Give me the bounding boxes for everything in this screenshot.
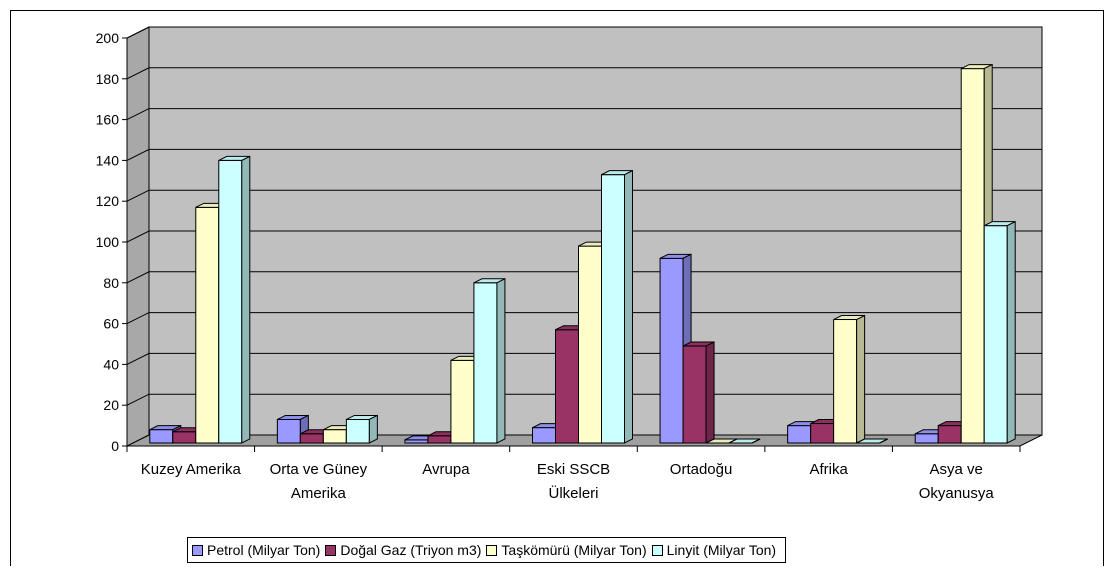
bar [833,319,858,444]
legend-item: Taşkömürü (Milyar Ton) [486,542,647,558]
y-tick-label: 40 [103,356,119,372]
x-category-label: Avrupa [422,461,470,478]
bar [555,329,579,444]
x-category-label: Okyanusya [919,485,995,502]
bar-side [856,314,866,444]
chart-legend: Petrol (Milyar Ton) Doğal Gaz (Triyon m3)… [187,537,787,563]
x-category-label: Afrika [809,461,848,478]
bar [810,423,835,444]
bar [218,159,243,444]
gridline [126,352,1042,365]
bar [149,429,174,444]
x-category-label: Amerika [291,485,347,502]
legend-item: Linyit (Milyar Ton) [651,542,777,558]
y-tick-label: 80 [103,275,119,291]
bar-side [705,341,715,444]
bar [427,435,452,444]
bar [659,257,684,444]
y-tick-label: 0 [111,438,119,454]
legend-swatch [486,544,498,556]
x-category-label: Kuzey Amerika [141,461,242,478]
y-tick-label: 160 [96,112,120,128]
bar-side [368,414,378,444]
legend-swatch [651,544,663,556]
bar [601,174,625,444]
y-tick-label: 120 [96,193,120,209]
gridline [126,26,1042,39]
bar [276,418,301,444]
y-tick-label: 180 [96,71,120,87]
gridline [126,148,1042,161]
y-tick-label: 60 [103,316,119,332]
x-category-label: Orta ve Güney [270,461,368,478]
bar-side [624,169,633,444]
bar [299,433,324,444]
bar [960,68,985,444]
legend-label: Linyit (Milyar Ton) [666,542,777,558]
legend-swatch [325,544,337,556]
bar [473,282,498,444]
bar [983,225,1008,444]
bar [450,359,475,444]
bar [578,245,602,444]
bar [532,427,556,444]
gridline [126,271,1042,284]
bar [682,345,707,444]
gridline [126,189,1042,202]
gridline [126,393,1042,406]
gridline [126,67,1042,80]
gridline [126,108,1042,121]
y-tick-label: 140 [96,152,120,168]
legend-item: Doğal Gaz (Triyon m3) [325,542,481,558]
legend-label: Petrol (Milyar Ton) [207,542,321,558]
x-category-label: Ortadoğu [670,461,733,478]
bar [345,418,370,444]
bar-side [751,438,761,444]
bar-side [496,277,506,444]
legend-label: Taşkömürü (Milyar Ton) [501,542,647,558]
gridline [126,312,1042,325]
bar [914,433,939,444]
legend-swatch [192,544,203,556]
bar [937,425,962,444]
bar-side [241,155,251,444]
bar-side [879,438,888,444]
bar [195,206,220,444]
bar [172,431,197,444]
y-tick-label: 20 [103,397,119,413]
x-category-label: Ülkeleri [548,484,598,502]
bar-side [1006,220,1016,444]
bar [322,429,347,444]
legend-item: Petrol (Milyar Ton) [192,542,320,558]
bar [787,425,812,444]
gridline [126,230,1042,243]
y-tick-label: 100 [96,234,120,250]
x-category-label: Eski SSCB [537,461,610,478]
y-tick-label: 200 [96,30,120,46]
x-category-label: Asya ve [930,461,983,478]
legend-label: Doğal Gaz (Triyon m3) [340,542,482,558]
